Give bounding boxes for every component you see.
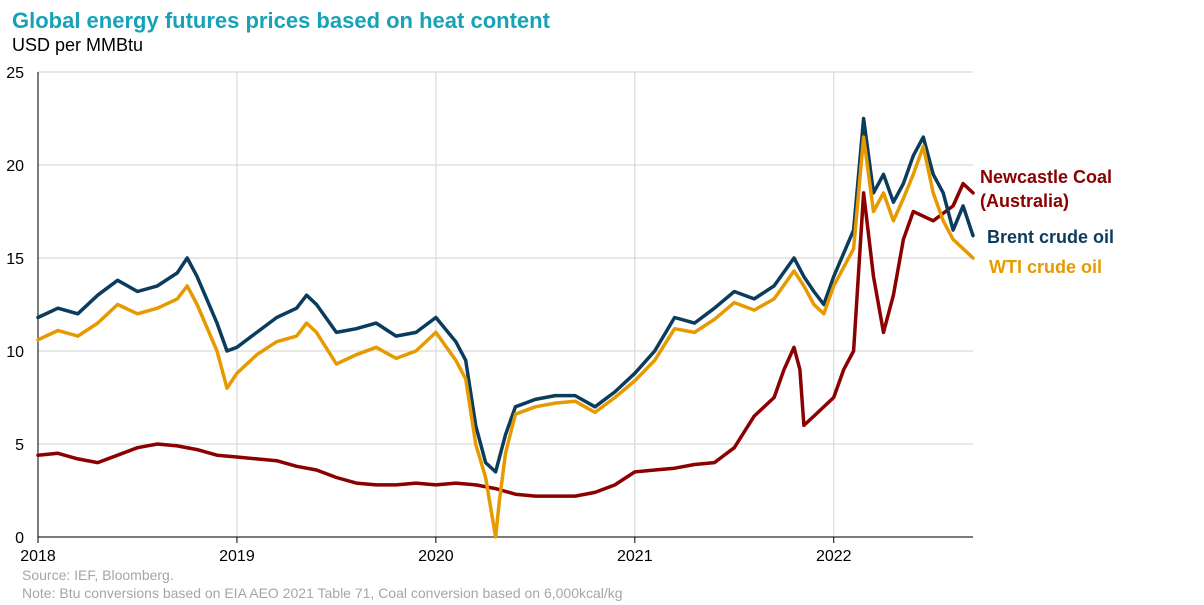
series-label: (Australia) — [980, 191, 1069, 211]
axes: 0 5 10 15 20 25 2018 2019 2020 2021 2022 — [6, 65, 973, 565]
x-tick-label: 2018 — [20, 548, 56, 565]
gridlines — [37, 71, 973, 538]
x-tick-label: 2021 — [617, 548, 653, 565]
series-label: Newcastle Coal — [980, 167, 1112, 187]
y-axis-unit-label: USD per MMBtu — [12, 35, 144, 55]
series-label: WTI crude oil — [989, 257, 1102, 277]
x-tick-label: 2022 — [816, 548, 852, 565]
x-tick-label: 2019 — [219, 548, 255, 565]
y-tick-label: 10 — [6, 344, 24, 361]
series-label: Brent crude oil — [987, 227, 1114, 247]
conversion-note: Note: Btu conversions based on EIA AEO 2… — [22, 585, 623, 601]
y-tick-label: 25 — [6, 65, 24, 82]
y-tick-label: 0 — [15, 530, 24, 547]
y-tick-label: 15 — [6, 251, 24, 268]
x-tick-label: 2020 — [418, 548, 454, 565]
series-lines — [36, 116, 975, 539]
y-tick-label: 20 — [6, 158, 24, 175]
source-note: Source: IEF, Bloomberg. — [22, 567, 174, 583]
series-line-brent-crude-oil — [36, 116, 975, 474]
series-labels: Newcastle Coal (Australia) Brent crude oil… — [980, 167, 1114, 277]
series-line-newcastle-coal-australia- — [36, 181, 975, 498]
y-tick-label: 5 — [15, 437, 24, 454]
chart-notes: Source: IEF, Bloomberg. Note: Btu conver… — [22, 566, 623, 602]
series-line-wti-crude-oil — [36, 135, 975, 539]
chart-title: Global energy futures prices based on he… — [12, 8, 550, 33]
